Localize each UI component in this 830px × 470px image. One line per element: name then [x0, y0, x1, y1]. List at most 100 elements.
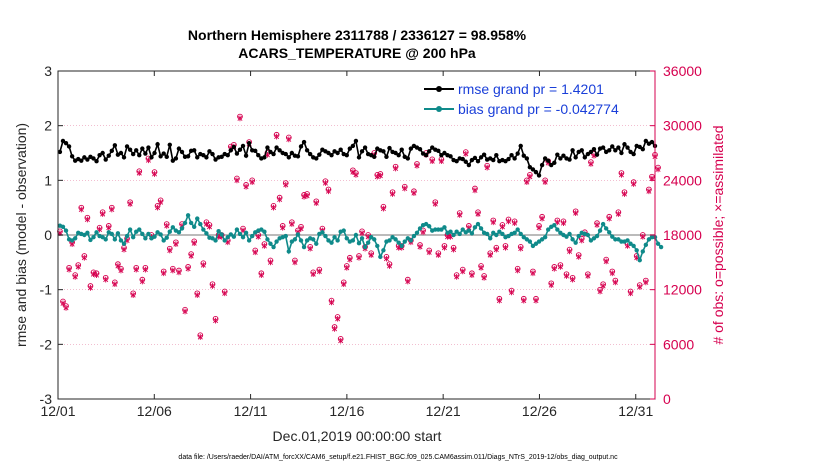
obs-assimilated-point [286, 136, 292, 143]
obs-assimilated-point [594, 222, 600, 228]
rmse-point [384, 154, 389, 160]
obs-assimilated-point [304, 192, 310, 199]
bias-point [558, 230, 563, 236]
obs-assimilated-point [277, 196, 283, 203]
rmse-point [195, 155, 200, 160]
bias-point [484, 231, 490, 237]
rmse-line [59, 138, 656, 177]
bias-point [237, 231, 243, 237]
obs-assimilated-point [609, 270, 615, 277]
rmse-point [588, 149, 594, 155]
x-tick-label: 12/16 [329, 403, 364, 419]
obs-assimilated-point [512, 220, 518, 227]
rmse-point [94, 159, 99, 164]
rmse-point [481, 152, 487, 157]
obs-assimilated-point [335, 315, 341, 322]
rmse-point [622, 142, 627, 147]
bias-point [588, 238, 594, 243]
obs-assimilated-point [258, 272, 264, 278]
obs-assimilated-point [612, 279, 618, 286]
bias-point [539, 237, 545, 242]
bias-point [597, 228, 603, 233]
bias-point [552, 222, 557, 228]
bias-point [585, 232, 591, 238]
bias-point [616, 237, 621, 242]
bias-point [423, 221, 429, 227]
obs-assimilated-point [194, 292, 200, 298]
rmse-point [127, 147, 133, 152]
bias-point [137, 227, 142, 232]
bias-point [426, 224, 432, 229]
rmse-point [533, 169, 539, 175]
obs-assimilated-point [316, 268, 322, 275]
obs-assimilated-point [155, 204, 161, 211]
left-tick-label: 3 [44, 63, 52, 79]
obs-assimilated-point [502, 244, 508, 251]
bias-point [234, 227, 240, 232]
rmse-point [585, 151, 591, 157]
bias-point [283, 233, 288, 239]
bias-point [161, 238, 166, 243]
obs-assimilated-point [646, 188, 652, 195]
rmse-point [253, 148, 258, 154]
bias-point [408, 238, 414, 243]
obs-assimilated-point [478, 264, 484, 271]
obs-assimilated-point [393, 165, 399, 172]
bias-point [637, 257, 642, 263]
obs-assimilated-point [579, 237, 585, 244]
obs-assimilated-point [280, 224, 286, 231]
bias-point [188, 220, 194, 226]
obs-assimilated-point [475, 211, 481, 217]
obs-assimilated-point [158, 199, 164, 206]
bias-point [515, 227, 520, 232]
rmse-point [628, 149, 633, 155]
bias-point [69, 238, 75, 243]
rmse-point [82, 155, 87, 160]
obs-assimilated-point [533, 297, 539, 304]
rmse-point [545, 158, 551, 163]
obs-assimilated-point [435, 252, 441, 258]
rmse-point [610, 144, 615, 149]
obs-assimilated-point [631, 181, 637, 187]
rmse-point [353, 138, 359, 144]
obs-assimilated-point [332, 325, 338, 332]
legend-bias-marker [436, 106, 442, 112]
rmse-point [106, 153, 111, 158]
obs-assimilated-point [84, 216, 90, 223]
obs-assimilated-point [191, 240, 197, 247]
obs-assimilated-point [606, 215, 612, 222]
obs-assimilated-point [432, 201, 438, 207]
bias-point [292, 237, 298, 242]
obs-assimilated-point [152, 171, 158, 177]
rmse-point [124, 144, 130, 149]
rmse-point [347, 146, 353, 151]
bias-point [414, 230, 420, 236]
rmse-point [170, 158, 176, 163]
rmse-point [191, 148, 197, 153]
rmse-point [66, 144, 72, 149]
bias-point [442, 225, 447, 230]
obs-assimilated-point [359, 230, 365, 237]
bias-point [265, 237, 270, 242]
rmse-point [130, 151, 136, 157]
obs-assimilated-point [63, 305, 69, 311]
rmse-point [640, 146, 645, 152]
obs-assimilated-point [60, 300, 66, 307]
obs-assimilated-point [420, 229, 426, 236]
legend: rmse grand pr = 1.4201 bias grand pr = -… [424, 81, 619, 117]
bias-point [115, 231, 121, 236]
obs-assimilated-point [509, 289, 515, 296]
obs-assimilated-point [197, 334, 203, 340]
rmse-point [176, 146, 182, 151]
obs-assimilated-point [164, 223, 170, 229]
rmse-point [356, 155, 362, 160]
obs-assimilated-point [118, 267, 124, 274]
rmse-point [100, 150, 105, 156]
obs-assimilated-point [386, 263, 393, 269]
bias-point [603, 226, 609, 231]
obs-assimilated-point [402, 185, 408, 192]
rmse-point [185, 154, 191, 159]
obs-assimilated-point [188, 253, 194, 259]
obs-assimilated-point [301, 193, 307, 200]
bias-point [457, 231, 462, 237]
